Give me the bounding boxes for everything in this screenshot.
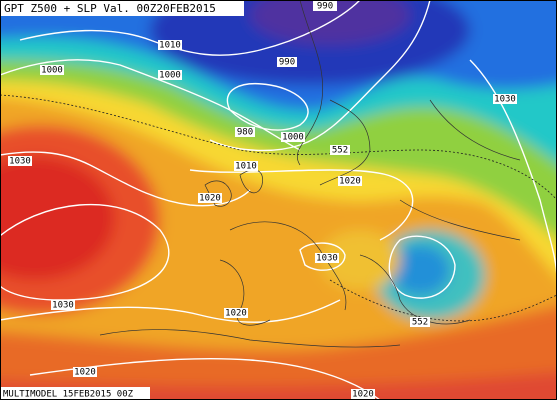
map-footer: MULTIMODEL 15FEB2015 00Z (3, 390, 134, 400)
contour-label: 1030 (52, 301, 74, 311)
label-box (338, 176, 362, 186)
contour-labels: 990 1010 1000 1000 990 980 1000 1010 552… (8, 1, 517, 400)
contour-label: 1020 (225, 309, 247, 319)
label-box (330, 145, 350, 155)
label-box (410, 317, 430, 327)
label-box (313, 1, 337, 11)
label-box (158, 40, 182, 50)
label-box (51, 300, 75, 310)
contour-label: 1020 (339, 177, 361, 187)
label-box (277, 57, 297, 67)
footer-box (0, 387, 150, 400)
label-box (158, 70, 182, 80)
label-box (73, 367, 97, 377)
contour-label: 1010 (159, 41, 181, 51)
contour-label: 552 (412, 318, 428, 328)
label-box (40, 65, 64, 75)
label-box (198, 193, 222, 203)
contour-label: 990 (317, 2, 333, 12)
contour-label: 552 (332, 146, 348, 156)
label-box (224, 308, 248, 318)
contour-label: 1020 (74, 368, 96, 378)
label-box (493, 94, 517, 104)
contour-label: 1000 (41, 66, 63, 76)
contour-label: 1030 (9, 157, 31, 167)
contour-label: 1030 (494, 95, 516, 105)
contour-label: 1020 (199, 194, 221, 204)
contour-label: 1020 (352, 390, 374, 400)
contour-label: 1030 (316, 254, 338, 264)
label-box (281, 132, 305, 142)
contour-label: 980 (237, 128, 253, 138)
label-box (351, 389, 375, 399)
contour-label: 1010 (235, 162, 257, 172)
label-box (315, 253, 339, 263)
z500-lines (0, 94, 557, 322)
contour-label: 1000 (282, 133, 304, 143)
title-box (0, 0, 244, 16)
label-box (235, 127, 255, 137)
label-box (234, 161, 258, 171)
contour-label: 1000 (159, 71, 181, 81)
label-box (8, 156, 32, 166)
contour-label: 990 (279, 58, 295, 68)
map-title: GPT Z500 + SLP Val. 00Z20FEB2015 (4, 2, 216, 15)
